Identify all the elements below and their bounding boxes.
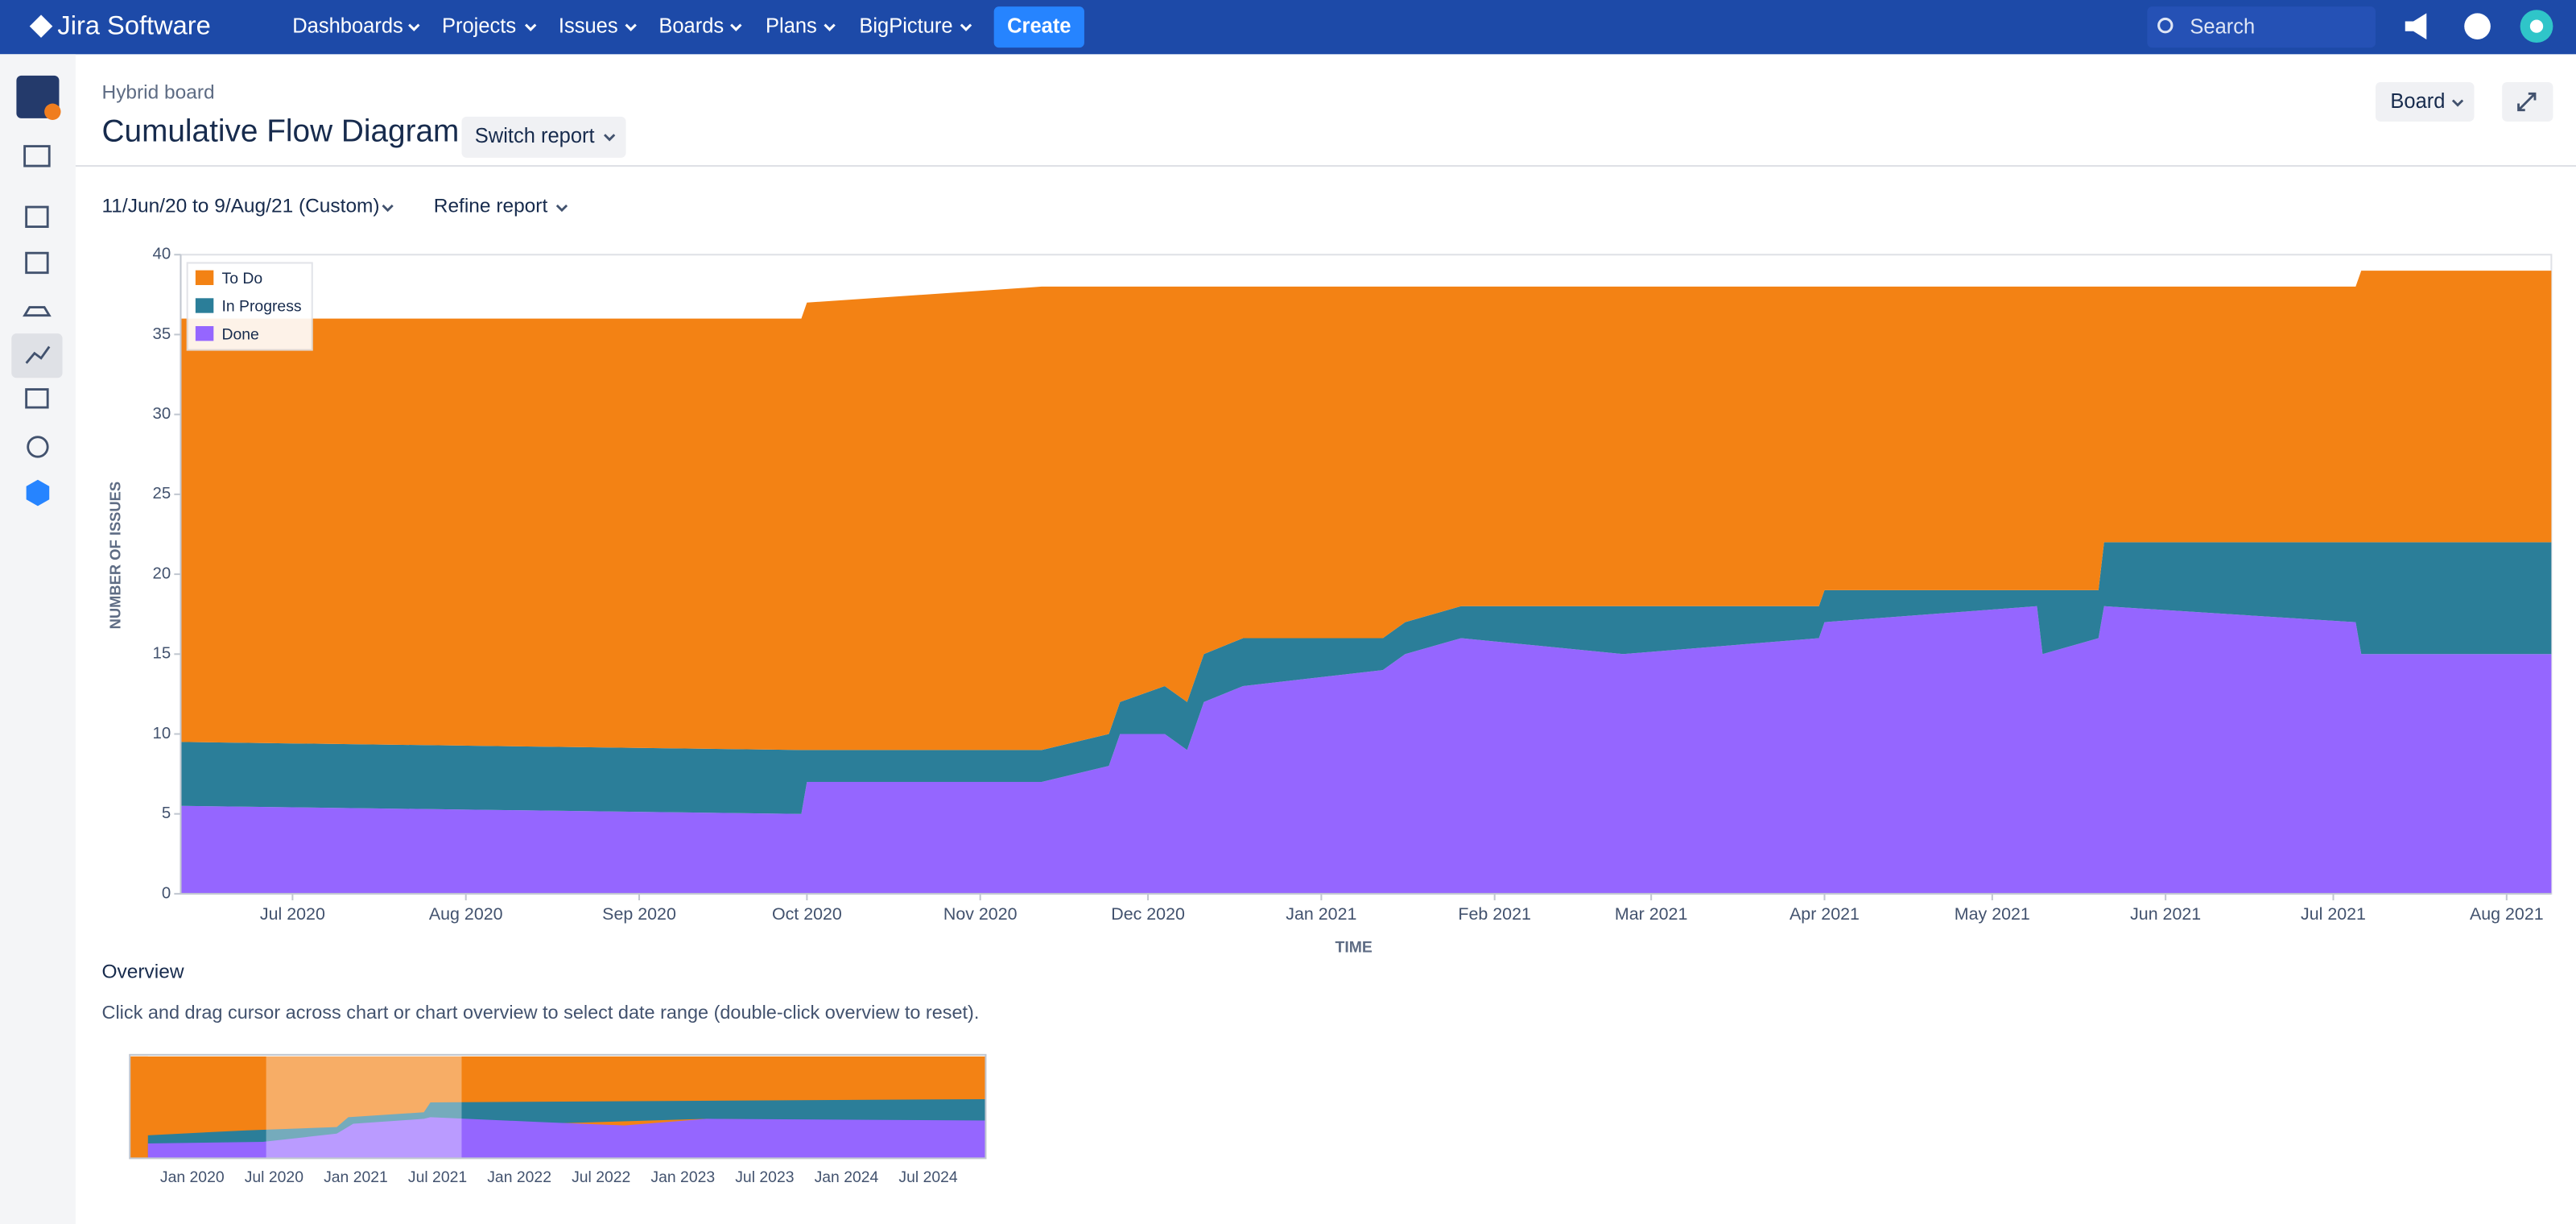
logo[interactable]: Jira Software [57,10,210,39]
sidebar-icon[interactable] [25,388,49,409]
fullscreen-icon [2517,92,2537,112]
overview-tick-label: Jul 2024 [898,1168,957,1186]
sidebar-icon[interactable] [25,205,49,228]
y-tick-label: 0 [162,884,171,902]
legend-label: In Progress [222,298,302,316]
area-series [180,271,2552,751]
overview-tick-label: Jan 2023 [650,1168,715,1186]
avatar-face [2529,19,2544,33]
chart: NUMBER OF ISSUES TIME 0 5 10 15 20 25 30 35 40 Ju… [107,246,2553,956]
notifications-icon[interactable] [2405,13,2427,39]
area-series [180,542,2552,814]
sidebar-icon[interactable] [27,436,49,458]
chevron [2451,99,2464,107]
board-label[interactable]: Board [2390,90,2445,113]
overview-tick-label: Jan 2022 [487,1168,551,1186]
chevron [604,134,616,142]
sidebar-icon[interactable] [25,345,51,364]
sidebar-icon[interactable] [26,479,50,507]
refine-report[interactable]: Refine report [434,196,548,217]
switch-report-label[interactable]: Switch report [475,125,595,147]
overview-frame [129,1053,987,1160]
x-tick-label: Dec 2020 [1111,904,1185,924]
overview-title: Overview [102,961,184,982]
overview-tick-label: Jul 2021 [408,1168,467,1186]
overview-tick-label: Jan 2020 [160,1168,225,1186]
y-tick-label: 35 [153,325,171,343]
overview-tick-label: Jul 2022 [572,1168,630,1186]
nav-item[interactable]: Issues [559,14,618,37]
overview-todo-edge [130,1056,148,1159]
sidebar-icon[interactable] [23,145,51,167]
area-series [180,606,2552,894]
y-tick-label: 30 [153,405,171,423]
legend-swatch [195,270,214,285]
x-tick-label: Jul 2021 [2301,904,2366,924]
create-label[interactable]: Create [1007,14,1071,37]
x-tick-label: Jul 2020 [260,904,325,924]
sidebar-icon[interactable] [25,251,49,275]
x-tick-label: Aug 2021 [2470,904,2544,924]
legend-label: To Do [222,270,263,287]
overview-tick-label: Jul 2020 [245,1168,303,1186]
x-tick-label: May 2021 [1955,904,2030,924]
chevron [555,205,568,213]
switch-report-button[interactable] [461,116,626,158]
x-tick-label: Jun 2021 [2130,904,2201,924]
board-button[interactable] [2376,82,2475,122]
nav-item[interactable]: Projects [442,14,516,37]
nav-item[interactable]: Dashboards [292,14,403,37]
project-badge [44,103,61,120]
top-nav [0,0,2576,55]
y-tick-label: 15 [153,645,171,663]
logo-icon[interactable] [29,14,53,38]
help-icon[interactable] [2464,13,2491,39]
chevron [382,205,394,213]
create-button[interactable] [993,6,1084,48]
nav-item[interactable]: Plans [766,14,817,37]
overview-done [147,1117,986,1159]
sidebar [0,54,76,1224]
breadcrumb[interactable]: Hybrid board [102,82,215,104]
x-tick-label: Oct 2020 [772,904,842,924]
legend-swatch [195,325,214,341]
sidebar-icon[interactable] [23,306,52,317]
overview-tick-label: Jan 2021 [324,1168,388,1186]
x-tick-label: Nov 2020 [943,904,1018,924]
overview-tick-label: Jan 2024 [815,1168,879,1186]
y-axis-label: NUMBER OF ISSUES [107,482,124,630]
x-tick-label: Mar 2021 [1615,904,1687,924]
nav-chevrons [408,23,972,31]
x-tick-label: Feb 2021 [1458,904,1530,924]
x-axis-label: TIME [1335,938,1372,956]
overview-chart[interactable] [129,1053,987,1160]
x-tick-label: Jan 2021 [1286,904,1356,924]
y-tick-label: 5 [162,804,171,822]
overview-tick-label: Jul 2023 [735,1168,794,1186]
x-tick-label: Aug 2020 [429,904,503,924]
nav-item[interactable]: Boards [658,14,724,37]
overview-hint: Click and drag cursor across chart or ch… [102,1002,980,1023]
search-placeholder[interactable]: Search [2190,15,2255,38]
overview-selection[interactable] [266,1056,462,1159]
x-tick-label: Sep 2020 [602,904,676,924]
x-tick-label: Apr 2021 [1790,904,1860,924]
legend-label: Done [222,325,259,343]
page-title: Cumulative Flow Diagram [102,114,460,148]
legend-swatch [195,298,214,313]
y-tick-label: 40 [153,246,171,263]
y-tick-label: 25 [153,485,171,502]
y-tick-label: 10 [153,725,171,742]
y-tick-label: 20 [153,564,171,582]
search-icon [2157,17,2174,34]
search-box[interactable] [2147,6,2376,48]
date-range[interactable]: 11/Jun/20 to 9/Aug/21 (Custom) [102,196,380,217]
nav-item[interactable]: BigPicture [859,14,952,37]
